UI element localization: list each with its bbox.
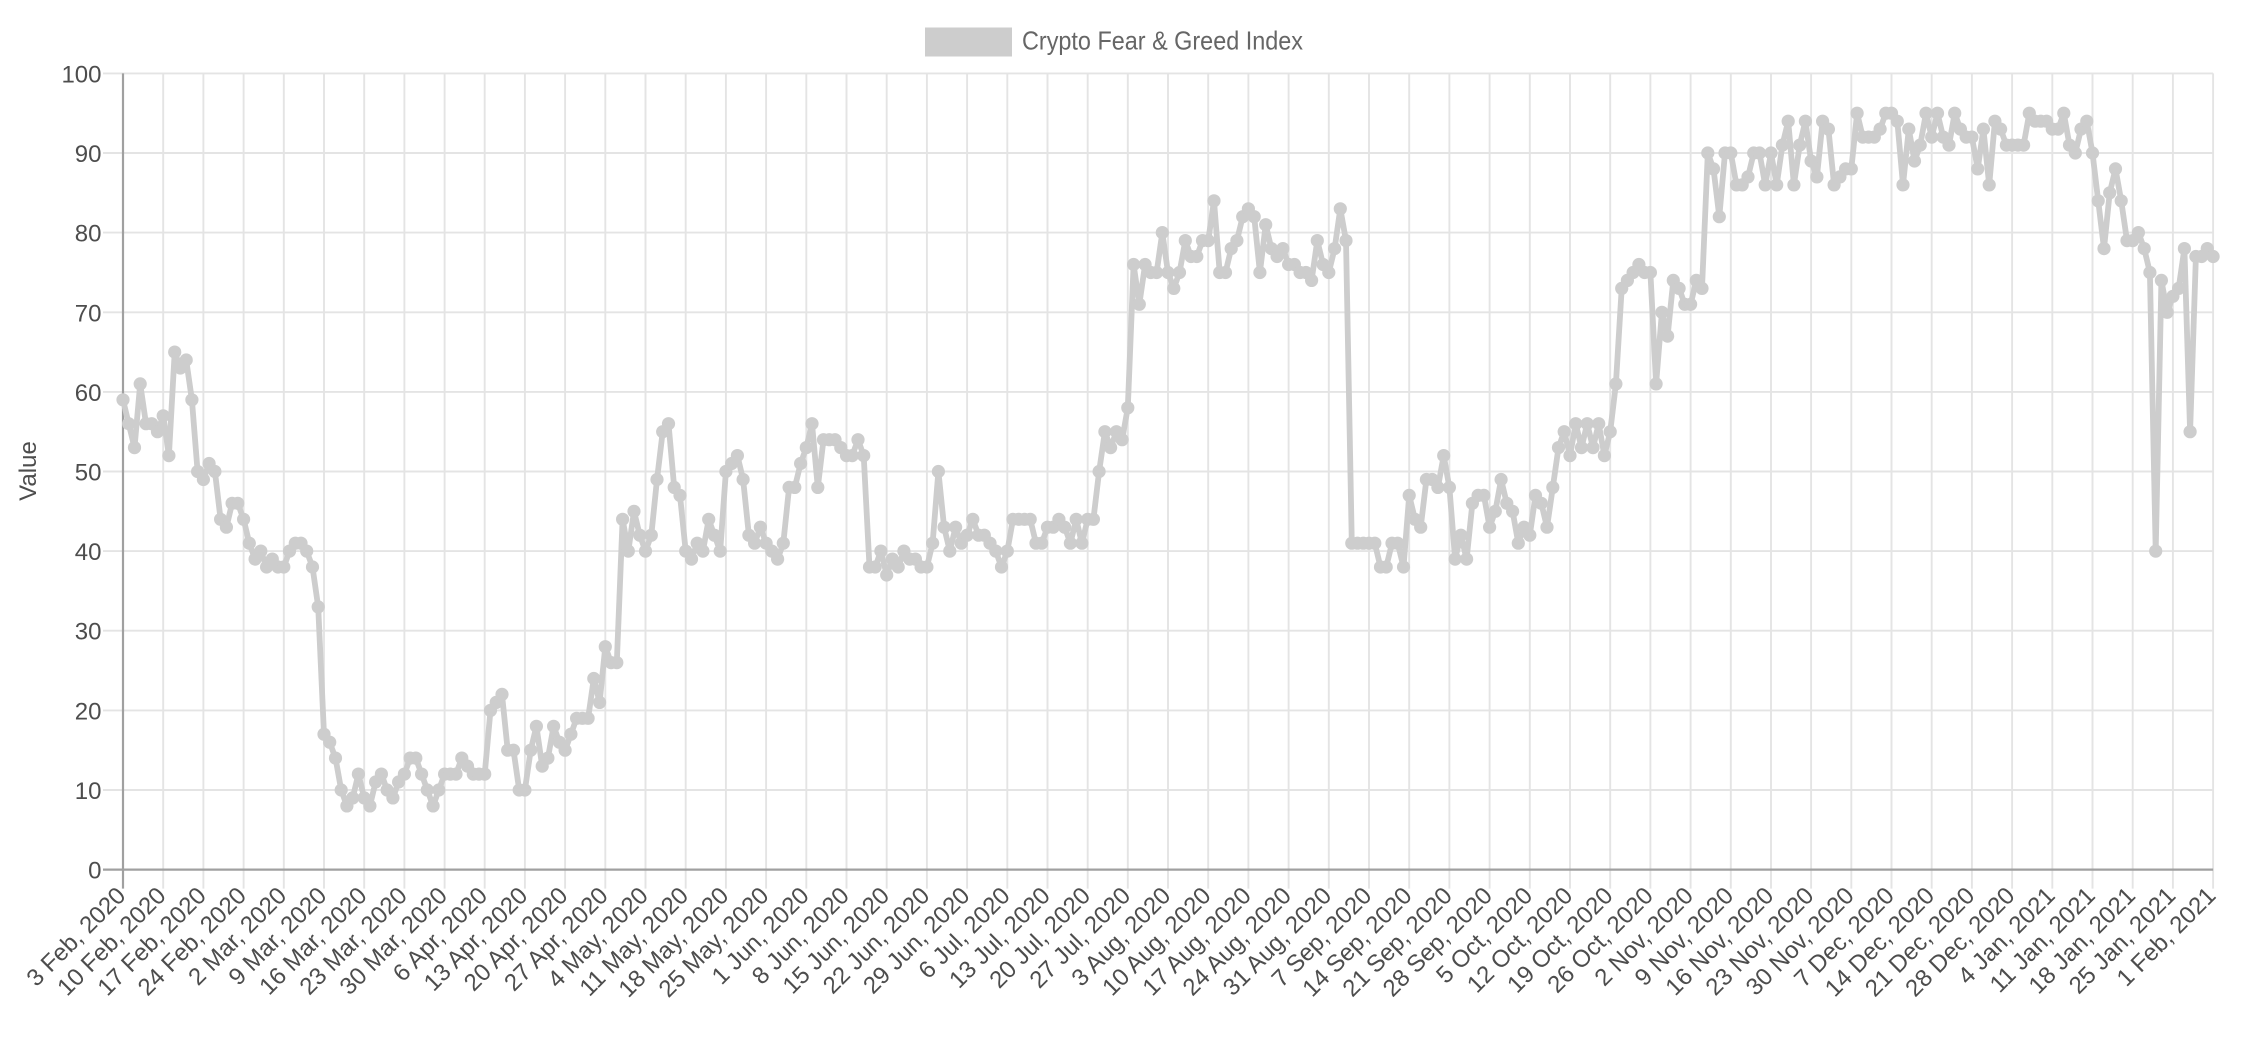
svg-text:10: 10: [75, 778, 102, 805]
svg-text:70: 70: [75, 300, 102, 327]
svg-text:0: 0: [88, 858, 101, 885]
svg-text:Crypto Fear & Greed Index: Crypto Fear & Greed Index: [1022, 26, 1303, 56]
svg-text:20: 20: [75, 698, 102, 725]
svg-text:80: 80: [75, 221, 102, 248]
svg-text:90: 90: [75, 141, 102, 168]
svg-text:100: 100: [61, 61, 101, 88]
svg-text:30: 30: [75, 619, 102, 646]
svg-text:50: 50: [75, 460, 102, 487]
svg-text:Value: Value: [15, 441, 42, 501]
svg-text:40: 40: [75, 539, 102, 566]
svg-text:60: 60: [75, 380, 102, 407]
